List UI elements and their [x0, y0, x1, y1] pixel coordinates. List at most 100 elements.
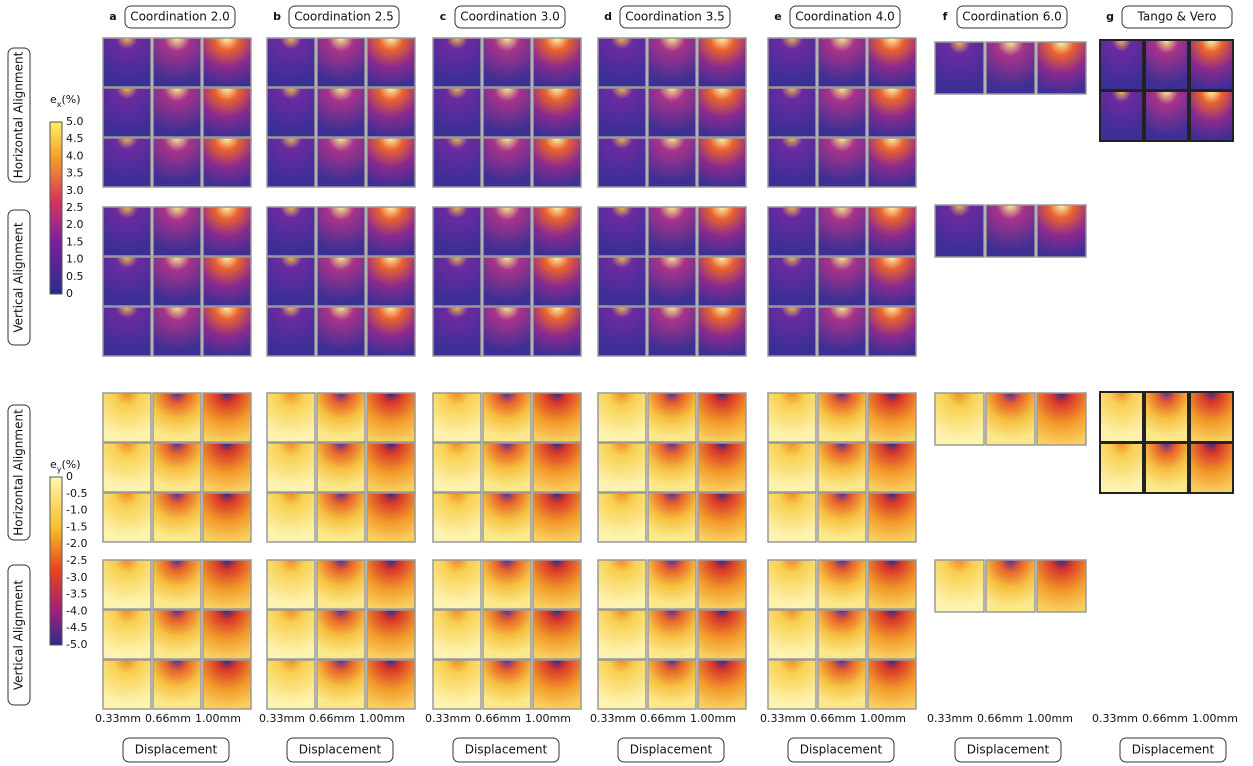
colorbar-tick: -4.5	[66, 621, 87, 634]
colorbar-tick: -5.0	[66, 638, 87, 651]
heatmap-cell	[698, 610, 746, 659]
footer: Displacement	[630, 743, 713, 757]
heatmap-cell	[1100, 91, 1143, 141]
row-label: Vertical Alignment	[12, 580, 26, 691]
heatmap-cell	[203, 393, 251, 442]
column-letter: e	[774, 10, 781, 23]
footer: Displacement	[135, 743, 218, 757]
heatmap-cell	[1145, 443, 1188, 493]
heatmap-cell	[317, 138, 365, 187]
heatmap-cell	[153, 207, 201, 256]
colorbar-tick: 0	[66, 287, 73, 300]
x-label: 0.33mm	[259, 712, 305, 725]
column-letter: c	[440, 10, 447, 23]
heatmap-cell	[1190, 443, 1233, 493]
heatmap-cell	[648, 138, 696, 187]
heatmap-cell	[317, 257, 365, 306]
footer: Displacement	[800, 743, 883, 757]
heatmap-cell	[648, 493, 696, 542]
heatmap-cell	[267, 610, 315, 659]
heatmap-cell	[367, 307, 415, 356]
heatmap-cell	[317, 307, 365, 356]
heatmap-cell	[768, 560, 816, 609]
heatmap-cell	[1037, 42, 1086, 94]
heatmap-cell	[103, 88, 151, 137]
x-label: 0.66mm	[475, 712, 521, 725]
heatmap-cell	[698, 560, 746, 609]
colorbar-tick: 2.0	[66, 218, 84, 231]
heatmap-cell	[648, 257, 696, 306]
heatmap-cell	[698, 88, 746, 137]
heatmap-cell	[317, 88, 365, 137]
heatmap-cell	[203, 257, 251, 306]
heatmap-cell	[153, 38, 201, 87]
x-label: 0.66mm	[1142, 712, 1188, 725]
heatmap-cell	[267, 257, 315, 306]
heatmap-cell	[203, 660, 251, 709]
heatmap-cell	[267, 307, 315, 356]
heatmap-cell	[483, 307, 531, 356]
colorbar-tick: 0	[66, 470, 73, 483]
heatmap-cell	[533, 88, 581, 137]
heatmap-cell	[203, 493, 251, 542]
heatmap-cell	[203, 138, 251, 187]
heatmap-cell	[153, 610, 201, 659]
heatmap-cell	[818, 257, 866, 306]
heatmap-cell	[267, 560, 315, 609]
heatmap-cell	[433, 38, 481, 87]
heatmap-cell	[768, 393, 816, 442]
heatmap-cell	[648, 393, 696, 442]
heatmap-cell	[153, 257, 201, 306]
heatmap-cell	[483, 138, 531, 187]
heatmap-cell	[267, 393, 315, 442]
heatmap-cell	[533, 560, 581, 609]
heatmap-cell	[598, 307, 646, 356]
heatmap-cell	[868, 138, 916, 187]
x-label: 0.33mm	[590, 712, 636, 725]
heatmap-cell	[153, 393, 201, 442]
x-label: 0.33mm	[95, 712, 141, 725]
heatmap-cell	[818, 443, 866, 492]
row-label: Horizontal Alignment	[12, 409, 26, 536]
heatmap-cell	[317, 560, 365, 609]
colorbar-tick: -4.0	[66, 604, 87, 617]
heatmap-cell	[598, 443, 646, 492]
heatmap-cell	[317, 443, 365, 492]
heatmap-cell	[203, 88, 251, 137]
heatmap-cell	[648, 307, 696, 356]
heatmap-cell	[483, 207, 531, 256]
heatmap-cell	[868, 660, 916, 709]
heatmap-cell	[367, 257, 415, 306]
heatmap-cell	[768, 443, 816, 492]
heatmap-cell	[598, 393, 646, 442]
heatmap-cell	[598, 38, 646, 87]
heatmap-cell	[768, 257, 816, 306]
heatmap-cell	[768, 88, 816, 137]
heatmap-cell	[698, 493, 746, 542]
heatmap-cell	[818, 307, 866, 356]
heatmap-cell	[1100, 392, 1143, 442]
heatmap-cell	[367, 493, 415, 542]
heatmap-cell	[153, 443, 201, 492]
heatmap-cell	[433, 393, 481, 442]
heatmap-cell	[698, 660, 746, 709]
heatmap-cell	[103, 610, 151, 659]
column-letter: b	[273, 10, 281, 23]
heatmap-cell	[818, 88, 866, 137]
heatmap-cell	[153, 493, 201, 542]
heatmap-cell	[868, 307, 916, 356]
heatmap-cell	[818, 660, 866, 709]
heatmap-cell	[267, 493, 315, 542]
colorbar-tick: 4.5	[66, 132, 84, 145]
heatmap-cell	[433, 443, 481, 492]
colorbar-tick: 1.0	[66, 253, 84, 266]
heatmap-cell	[433, 560, 481, 609]
heatmap-cell	[483, 88, 531, 137]
heatmap-cell	[483, 443, 531, 492]
heatmap-cell	[1037, 393, 1086, 445]
heatmap-cell	[1100, 443, 1143, 493]
heatmap-cell	[648, 88, 696, 137]
heatmap-cell	[103, 138, 151, 187]
colorbar-ey	[50, 477, 62, 645]
heatmap-cell	[818, 38, 866, 87]
